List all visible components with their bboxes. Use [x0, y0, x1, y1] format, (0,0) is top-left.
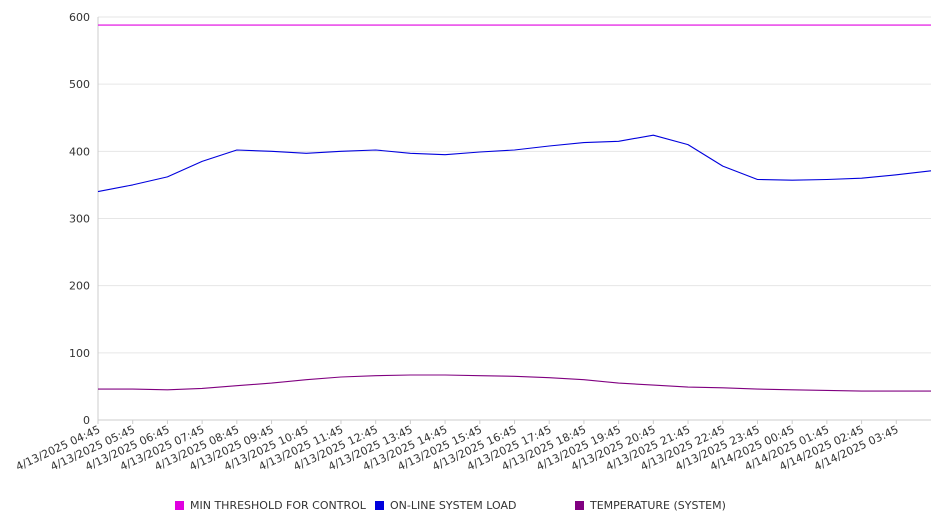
- y-tick-label: 600: [69, 11, 90, 24]
- legend-label-min-threshold: MIN THRESHOLD FOR CONTROL: [190, 499, 366, 512]
- y-tick-label: 400: [69, 145, 90, 158]
- legend-label-system-load: ON-LINE SYSTEM LOAD: [390, 499, 517, 512]
- legend-label-temperature: TEMPERATURE (SYSTEM): [590, 499, 726, 512]
- chart-legend: MIN THRESHOLD FOR CONTROL ON-LINE SYSTEM…: [0, 499, 946, 515]
- series-line-2: [98, 374, 931, 392]
- legend-item-min-threshold[interactable]: MIN THRESHOLD FOR CONTROL: [175, 499, 366, 512]
- y-tick-label: 0: [83, 414, 90, 427]
- legend-item-temperature[interactable]: TEMPERATURE (SYSTEM): [575, 499, 726, 512]
- series-line-1: [97, 134, 932, 193]
- y-tick-label: 100: [69, 347, 90, 360]
- legend-swatch-min-threshold: [175, 501, 184, 510]
- legend-swatch-system-load: [375, 501, 384, 510]
- legend-swatch-temperature: [575, 501, 584, 510]
- y-tick-label: 500: [69, 78, 90, 91]
- y-tick-label: 300: [69, 213, 90, 226]
- y-tick-label: 200: [69, 280, 90, 293]
- legend-item-system-load[interactable]: ON-LINE SYSTEM LOAD: [375, 499, 516, 512]
